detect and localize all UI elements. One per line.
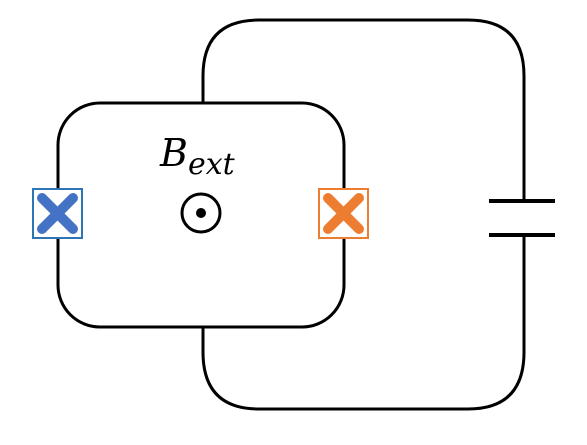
right-junction-cross-icon [323, 193, 364, 234]
field-label: Bext [159, 131, 236, 182]
outer-loop-wire [201, 18, 526, 411]
field-label-subscript: ext [188, 147, 236, 182]
left-junction-cross-icon [37, 193, 78, 234]
right-junction [318, 188, 369, 239]
capacitor [489, 199, 555, 237]
field-out-of-page-icon [180, 192, 222, 234]
left-junction [32, 188, 83, 239]
field-label-base: B [159, 131, 188, 175]
